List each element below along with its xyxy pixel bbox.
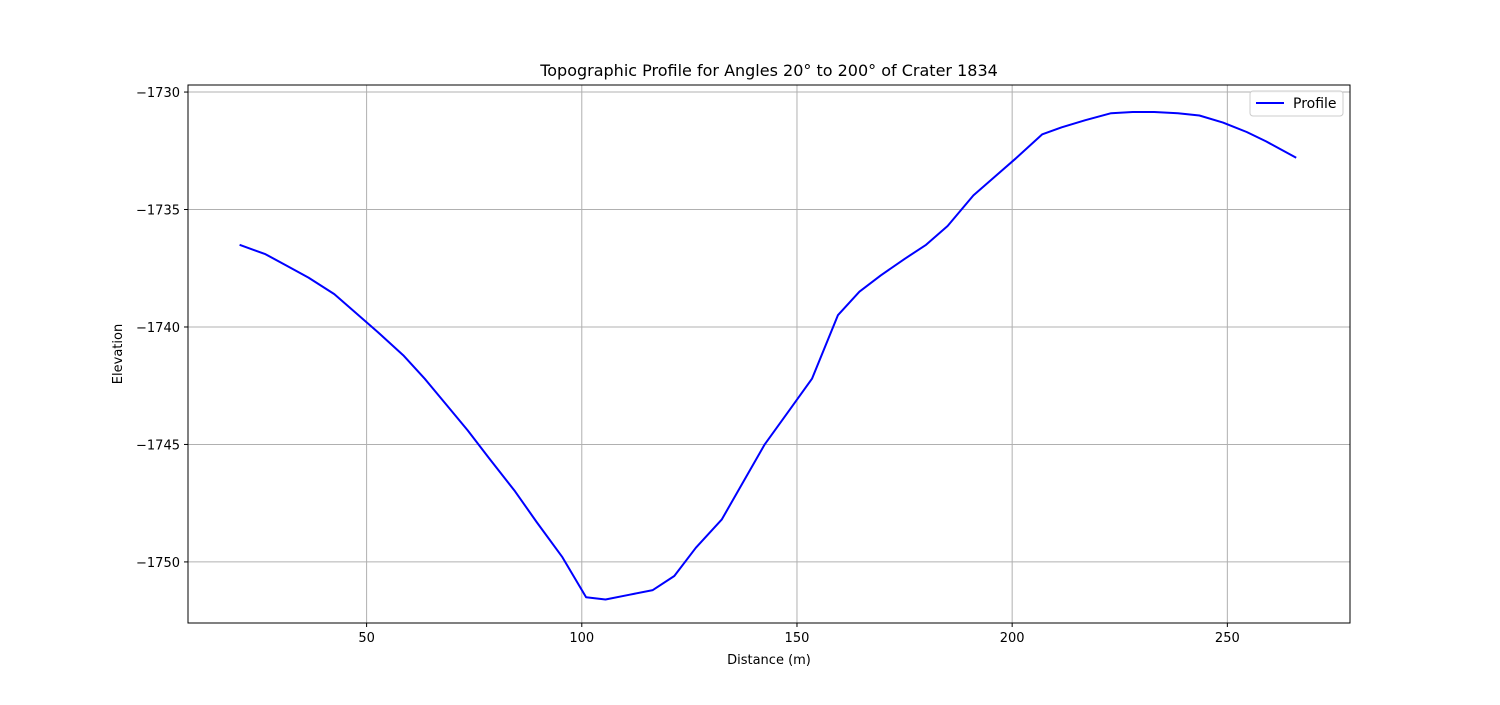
legend-box xyxy=(1249,90,1344,117)
y-tick-label: −1735 xyxy=(136,204,180,219)
chart-title: Topographic Profile for Angles 20° to 20… xyxy=(539,61,998,80)
x-tick-label: 50 xyxy=(358,631,375,646)
y-tick-label: −1740 xyxy=(136,321,180,336)
series-layer xyxy=(239,111,1297,601)
x-tick-label: 150 xyxy=(785,631,810,646)
x-axis-ticks: 50 100 150 200 250 xyxy=(358,623,1240,646)
y-axis-label: Elevation xyxy=(111,324,126,384)
x-tick-label: 200 xyxy=(1000,631,1025,646)
legend-label-profile: Profile xyxy=(1293,96,1337,112)
x-tick-label: 250 xyxy=(1215,631,1240,646)
plot-area-frame xyxy=(187,84,1351,624)
series-line-profile xyxy=(239,111,1297,601)
y-tick-label: −1745 xyxy=(136,438,180,453)
x-axis-label: Distance (m) xyxy=(727,653,811,668)
y-axis-ticks: −1730 −1735 −1740 −1745 −1750 xyxy=(136,86,188,571)
x-tick-label: 100 xyxy=(569,631,594,646)
y-tick-label: −1750 xyxy=(136,556,180,571)
grid xyxy=(188,85,1350,623)
legend: Profile xyxy=(1249,90,1344,117)
y-tick-label: −1730 xyxy=(136,86,180,101)
